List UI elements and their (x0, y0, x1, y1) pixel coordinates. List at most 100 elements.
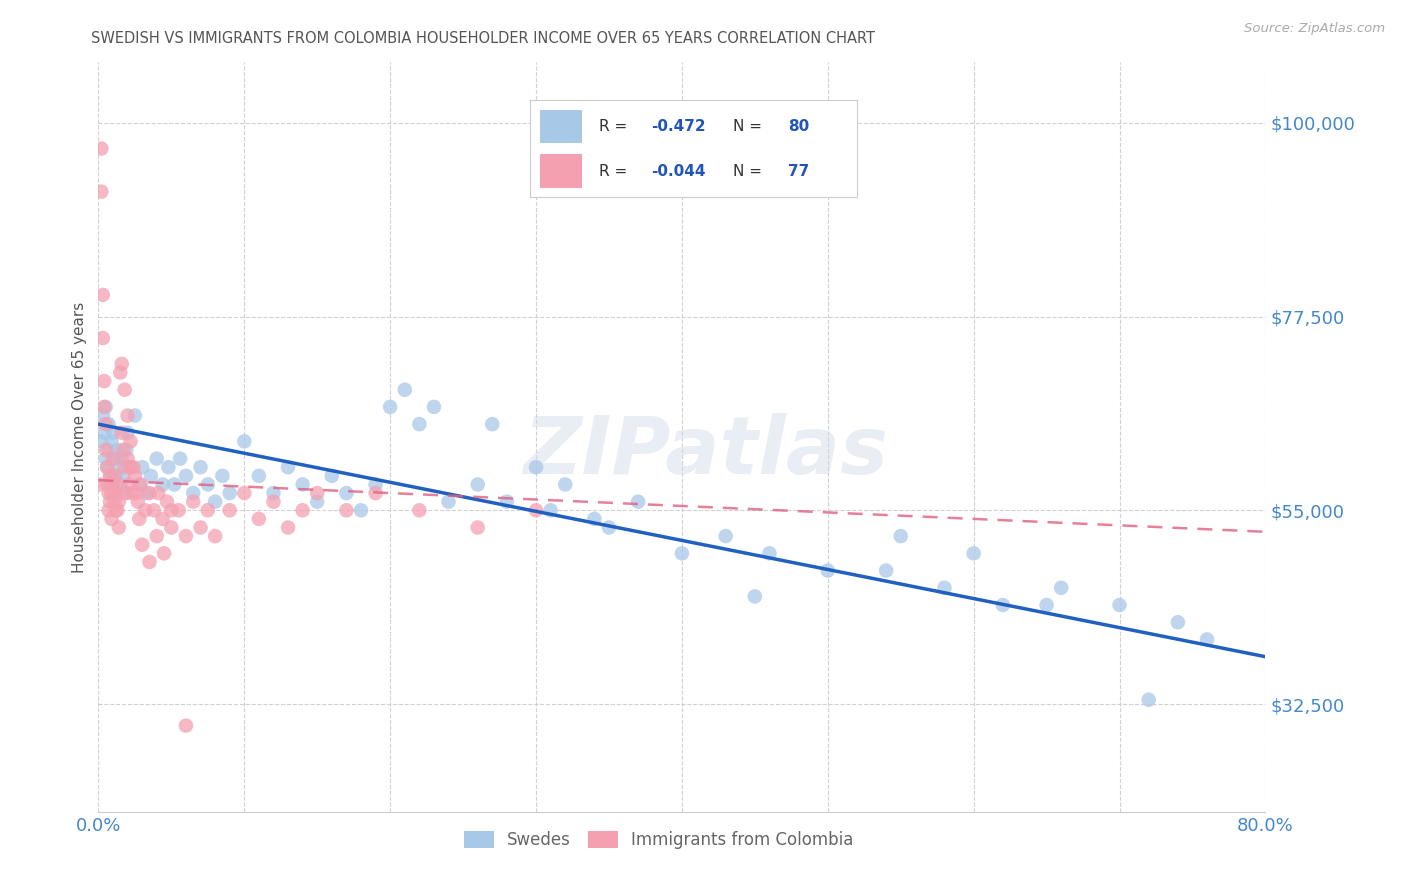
Point (233, 434, 256, 449)
Point (124, 468, 146, 483)
Point (93, 425, 115, 440)
Point (101, 425, 124, 440)
Point (91, 409, 114, 423)
Legend: Swedes, Immigrants from Colombia: Swedes, Immigrants from Colombia (457, 824, 860, 855)
Point (156, 494, 179, 508)
Point (114, 486, 136, 500)
Point (98, 468, 121, 483)
Point (153, 546, 176, 560)
Point (174, 529, 197, 543)
Point (111, 425, 134, 440)
Point (94, 400, 117, 414)
Point (152, 477, 174, 491)
Point (335, 486, 357, 500)
Point (148, 486, 170, 500)
Point (100, 477, 122, 491)
Point (146, 529, 169, 543)
Text: Source: ZipAtlas.com: Source: ZipAtlas.com (1244, 22, 1385, 36)
Text: SWEDISH VS IMMIGRANTS FROM COLOMBIA HOUSEHOLDER INCOME OVER 65 YEARS CORRELATION: SWEDISH VS IMMIGRANTS FROM COLOMBIA HOUS… (91, 31, 876, 46)
Point (408, 503, 430, 517)
Point (197, 477, 219, 491)
Point (291, 477, 314, 491)
Point (169, 451, 191, 466)
Point (467, 477, 489, 491)
Point (524, 460, 547, 475)
Point (138, 555, 160, 569)
Point (190, 520, 212, 534)
Point (467, 520, 489, 534)
Point (114, 383, 136, 397)
Point (181, 486, 204, 500)
Point (181, 494, 204, 508)
Point (90, 185, 112, 199)
Point (146, 451, 169, 466)
Point (350, 503, 373, 517)
Point (117, 425, 139, 440)
Y-axis label: Householder Income Over 65 years: Householder Income Over 65 years (72, 301, 87, 573)
Point (115, 442, 138, 457)
Point (291, 503, 314, 517)
Point (1195, 632, 1218, 647)
Point (204, 494, 226, 508)
Point (103, 451, 125, 466)
Point (233, 486, 256, 500)
Point (190, 460, 212, 475)
Point (875, 564, 897, 578)
Point (129, 477, 152, 491)
Point (111, 451, 134, 466)
Point (277, 520, 299, 534)
Point (380, 400, 402, 414)
Point (204, 529, 226, 543)
Point (247, 512, 270, 526)
Point (108, 494, 131, 508)
Point (160, 503, 183, 517)
Point (211, 468, 233, 483)
Point (117, 409, 139, 423)
Point (540, 503, 562, 517)
Point (97, 442, 120, 457)
Point (128, 512, 150, 526)
Point (110, 366, 132, 380)
Point (125, 486, 148, 500)
Point (167, 503, 190, 517)
Point (138, 486, 160, 500)
Point (117, 451, 139, 466)
Point (121, 486, 143, 500)
Point (112, 468, 135, 483)
Point (124, 409, 146, 423)
Point (97, 503, 120, 517)
Point (94, 442, 117, 457)
Point (103, 468, 125, 483)
Point (94, 451, 117, 466)
Point (122, 460, 145, 475)
Point (671, 546, 693, 560)
Point (160, 520, 183, 534)
Point (114, 460, 136, 475)
Point (262, 494, 284, 508)
Point (496, 494, 519, 508)
Point (1035, 598, 1057, 612)
Point (101, 477, 124, 491)
Point (174, 718, 197, 732)
Point (307, 494, 329, 508)
Point (96, 477, 118, 491)
Point (408, 417, 430, 432)
Point (524, 503, 547, 517)
Point (104, 503, 127, 517)
Point (627, 494, 650, 508)
Point (262, 486, 284, 500)
Point (120, 434, 142, 449)
Point (1167, 615, 1189, 630)
Point (128, 477, 150, 491)
Point (934, 581, 956, 595)
Point (97, 486, 120, 500)
Point (105, 477, 128, 491)
Point (98, 494, 121, 508)
Point (583, 512, 606, 526)
Point (714, 529, 737, 543)
Point (152, 512, 174, 526)
Point (135, 486, 157, 500)
Point (962, 546, 984, 560)
Point (1137, 692, 1160, 706)
Point (991, 598, 1014, 612)
